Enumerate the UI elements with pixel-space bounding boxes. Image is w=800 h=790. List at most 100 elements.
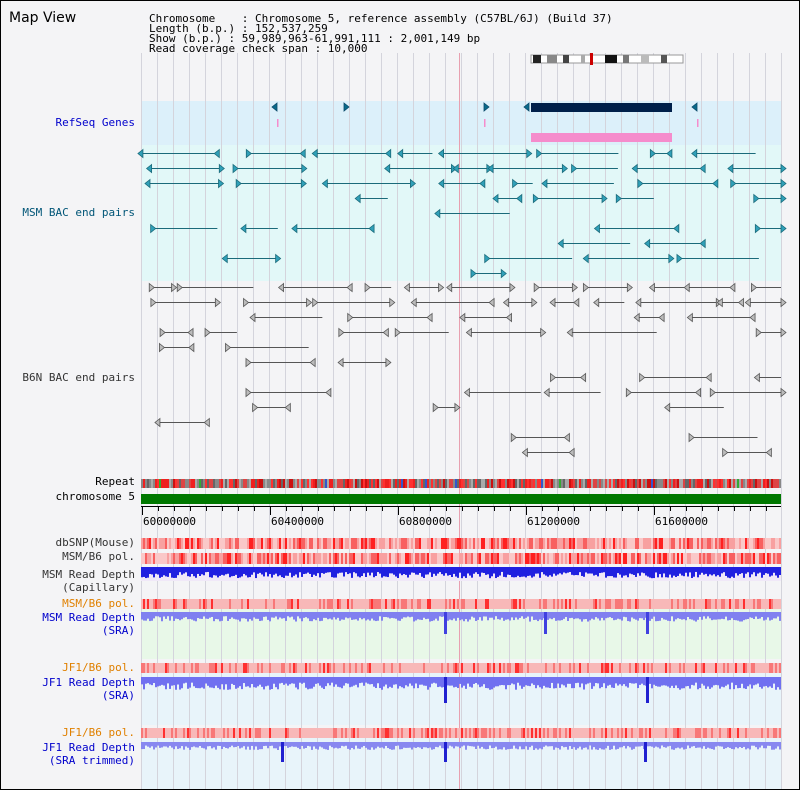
jf1-depth-trim-bar: [639, 742, 641, 747]
repeat-segment: [183, 479, 185, 488]
repeat-segment: [655, 479, 657, 488]
track-label-jf1-depth-trimmed[interactable]: JF1 Read Depth: [42, 741, 135, 754]
jf1-b6-pol-strip: [711, 728, 713, 738]
b6n-bac-pair-end: [159, 342, 166, 353]
track-label-jf1-b6-pol-a[interactable]: JF1/B6 pol.: [62, 661, 135, 674]
msm-depth-capillary-bar: [243, 567, 245, 574]
jf1-depth-trim-bar: [261, 742, 263, 750]
jf1-b6-pol-strip: [251, 728, 253, 738]
msm-depth-capillary-bar: [431, 567, 433, 577]
track-label-msm-depth-capillary[interactable]: MSM Read Depth: [42, 568, 135, 581]
jf1-b6-pol-strip: [713, 728, 715, 738]
msm-depth-capillary-bar: [545, 567, 547, 576]
track-label-msm-depth-sra[interactable]: MSM Read Depth: [42, 611, 135, 624]
track-label-b6n-bac[interactable]: B6N BAC end pairs: [22, 371, 135, 384]
msm-depth-sra-bar: [675, 612, 677, 620]
msm-depth-sra-bar: [691, 612, 693, 620]
jf1-b6-pol-strip: [361, 663, 363, 673]
jf1-b6-pol-strip: [579, 728, 581, 738]
msm-depth-capillary-bar: [427, 567, 429, 575]
jf1-b6-pol-strip: [679, 663, 681, 673]
jf1-depth-trim-bar: [477, 742, 479, 746]
jf1-depth-trim-bar: [291, 742, 293, 747]
track-label-msm-b6-pol-b[interactable]: MSM/B6 pol.: [62, 597, 135, 610]
msm-b6-pol-strip: [565, 599, 567, 609]
msm-b6-pol-strip: [429, 599, 431, 609]
msm-depth-sra-bar: [183, 612, 185, 618]
msm-b6-pol-strip: [497, 599, 499, 609]
repeat-segment: [267, 479, 269, 488]
jf1-depth-sra-bar: [367, 677, 369, 684]
msm-depth-capillary-bar: [773, 567, 775, 573]
jf1-b6-pol-strip: [639, 728, 641, 738]
msm-depth-capillary-bar: [289, 567, 291, 573]
msm-b6-pol-strip: [185, 599, 187, 609]
msm-b6-pol-strip: [465, 553, 467, 564]
track-label-dbsnp[interactable]: dbSNP(Mouse): [55, 536, 135, 549]
dbsnp-strip: [269, 538, 271, 549]
track-label-refseq[interactable]: RefSeq Genes: [55, 116, 135, 129]
msm-depth-sra-bar: [455, 612, 457, 621]
msm-depth-sra-bar: [761, 612, 763, 617]
axis-tick-label: 60800000: [399, 515, 452, 528]
msm-b6-pol-strip: [393, 599, 395, 609]
jf1-b6-pol-strip: [559, 663, 561, 673]
msm-b6-pol-strip: [183, 553, 185, 564]
jf1-b6-pol-strip: [759, 663, 761, 673]
jf1-b6-pol-strip: [431, 728, 433, 738]
jf1-depth-sra-bar: [355, 677, 357, 685]
msm-depth-capillary-bar: [721, 567, 723, 574]
repeat-segment: [447, 479, 449, 488]
jf1-depth-sra-bar: [149, 677, 151, 685]
msm-b6-pol-strip: [457, 553, 459, 564]
jf1-depth-trim-bar: [681, 742, 683, 748]
msm-bac-pair-end: [676, 253, 683, 264]
b6n-bac-pair-end: [658, 312, 665, 323]
msm-b6-pol-strip: [143, 553, 145, 564]
msm-depth-capillary-bar: [225, 567, 227, 575]
jf1-b6-pol-strip: [473, 728, 475, 738]
msm-depth-sra-bar: [403, 612, 405, 618]
msm-depth-capillary-bar: [403, 567, 405, 575]
msm-b6-pol-strip: [473, 599, 475, 609]
jf1-depth-trim-bar: [739, 742, 741, 747]
track-label-msm-b6-pol-a[interactable]: MSM/B6 pol.: [62, 550, 135, 563]
repeat-segment: [341, 479, 343, 488]
track-label-jf1-depth-sra[interactable]: JF1 Read Depth: [42, 676, 135, 689]
repeat-segment: [501, 479, 503, 488]
track-label-msm-bac[interactable]: MSM BAC end pairs: [22, 206, 135, 219]
msm-depth-sra-bar: [451, 612, 453, 621]
jf1-b6-pol-strip: [771, 728, 773, 738]
repeat-segment: [611, 479, 613, 488]
jf1-b6-pol-strip: [213, 728, 215, 738]
jf1-depth-trim-bar: [433, 742, 435, 750]
b6n-bac-pair-end: [639, 372, 646, 383]
jf1-b6-pol-strip: [347, 728, 349, 738]
jf1-depth-sra-bar: [399, 677, 401, 687]
jf1-b6-pol-strip: [401, 663, 403, 673]
jf1-b6-pol-strip: [143, 728, 145, 738]
track-label-jf1-b6-pol-b[interactable]: JF1/B6 pol.: [62, 726, 135, 739]
jf1-depth-trim-bar: [613, 742, 615, 746]
repeat-segment: [483, 479, 485, 488]
jf1-depth-sra-bar: [505, 677, 507, 690]
msm-depth-capillary-bar: [685, 567, 687, 573]
b6n-bac-pair-end: [563, 432, 570, 443]
jf1-depth-trim-bar: [757, 742, 759, 750]
msm-depth-capillary-bar: [591, 567, 593, 574]
jf1-b6-pol-strip: [581, 663, 583, 673]
jf1-depth-sra-bar: [339, 677, 341, 688]
msm-depth-sra-bar: [533, 612, 535, 621]
repeat-segment: [437, 479, 439, 488]
dbsnp-strip: [271, 538, 273, 549]
msm-b6-pol-strip: [741, 553, 743, 564]
msm-b6-pol-strip: [587, 599, 589, 609]
dbsnp-strip: [617, 538, 619, 549]
msm-bac-pair-end: [593, 223, 600, 234]
msm-b6-pol-strip: [399, 553, 401, 564]
msm-depth-capillary-bar: [709, 567, 711, 575]
msm-depth-sra-bar: [289, 612, 291, 618]
jf1-b6-pol-strip: [611, 663, 613, 673]
jf1-b6-pol-strip: [419, 728, 421, 738]
msm-b6-pol-strip: [371, 553, 373, 564]
